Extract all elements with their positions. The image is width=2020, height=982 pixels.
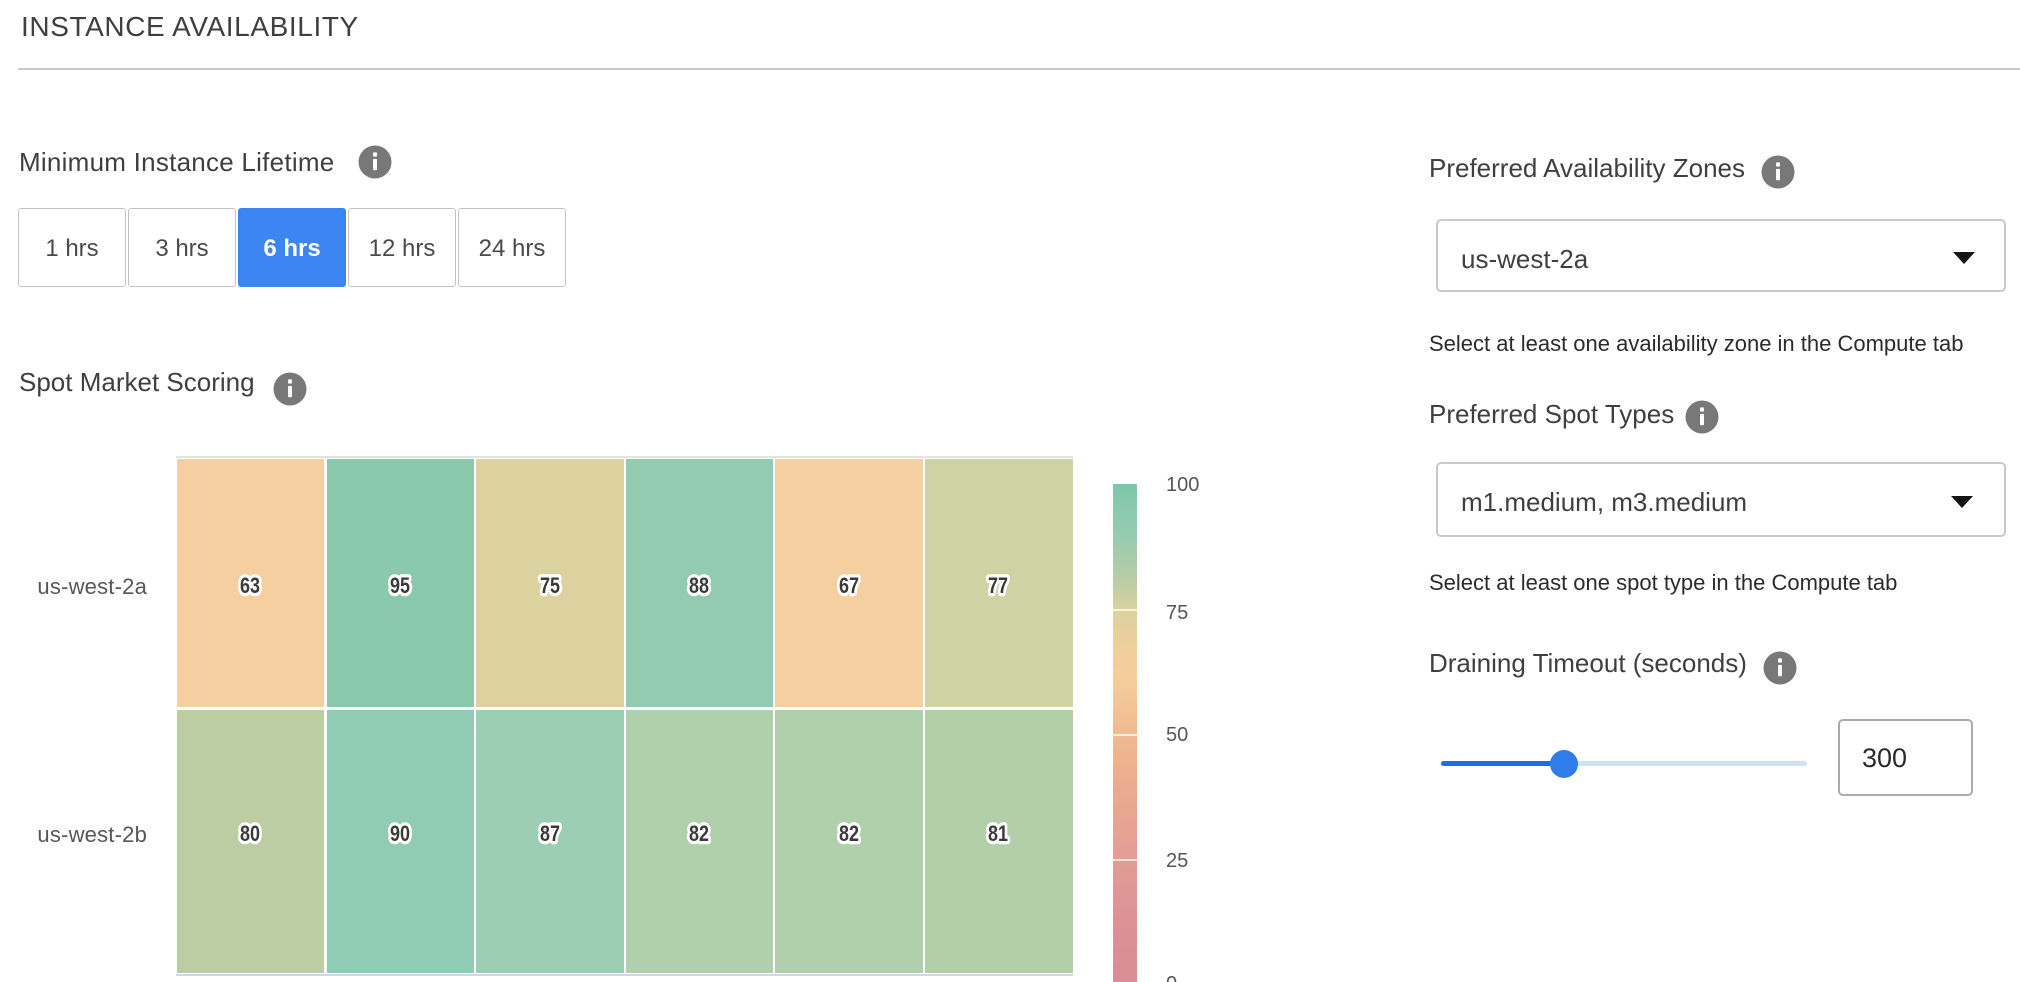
svg-text:77: 77 — [988, 573, 1008, 598]
svg-text:82: 82 — [839, 821, 859, 846]
svg-text:63: 63 — [240, 573, 260, 598]
svg-text:90: 90 — [390, 821, 410, 846]
svg-text:67: 67 — [839, 573, 859, 598]
svg-text:88: 88 — [689, 573, 709, 598]
svg-text:80: 80 — [240, 821, 260, 846]
svg-text:87: 87 — [540, 821, 560, 846]
svg-text:81: 81 — [988, 821, 1008, 846]
svg-text:75: 75 — [540, 573, 560, 598]
svg-text:82: 82 — [689, 821, 709, 846]
svg-text:95: 95 — [390, 573, 410, 598]
